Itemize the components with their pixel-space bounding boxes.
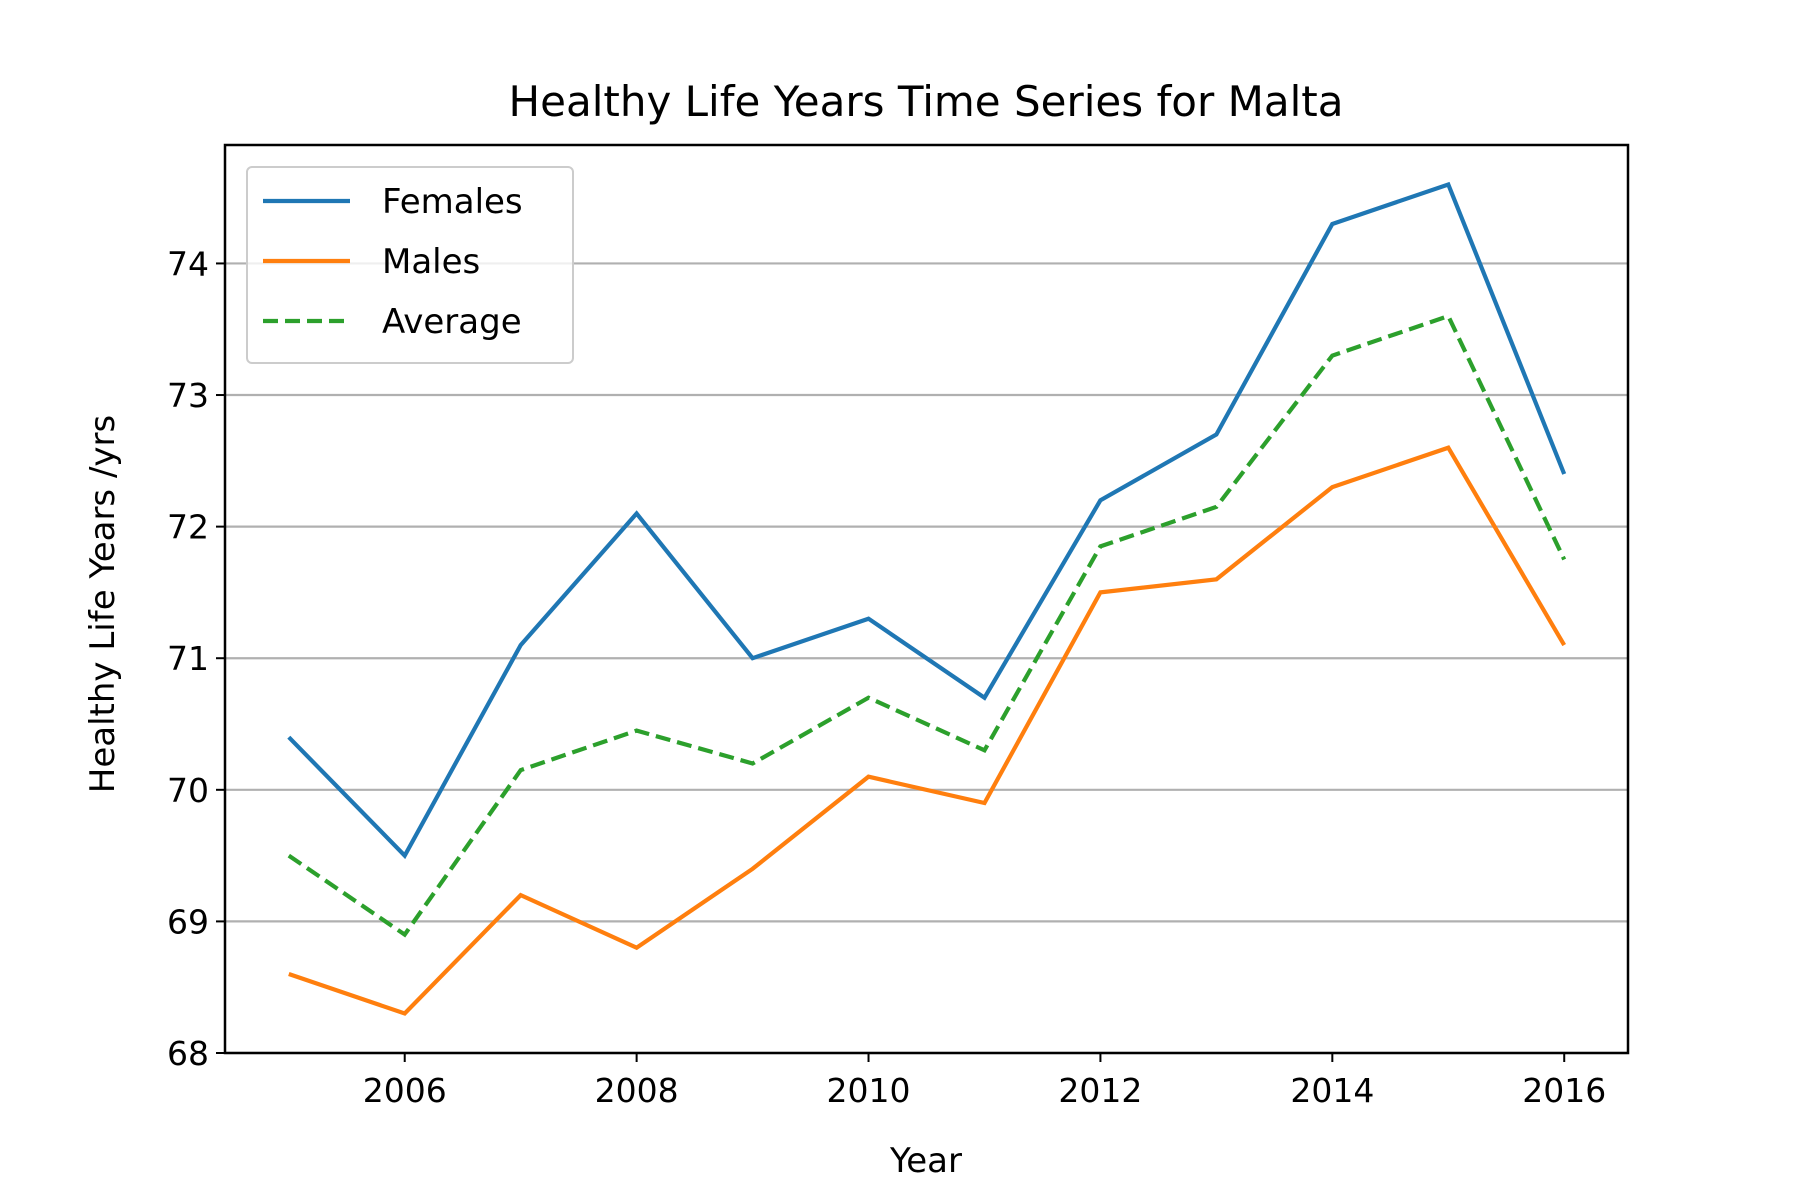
y-tick-label: 68 bbox=[167, 1034, 209, 1073]
x-tick-label: 2006 bbox=[363, 1071, 447, 1110]
series-line-average bbox=[287, 313, 1567, 938]
x-tick-label: 2008 bbox=[595, 1071, 679, 1110]
x-tick-label: 2016 bbox=[1522, 1071, 1606, 1110]
y-tick-label: 72 bbox=[167, 508, 209, 547]
y-tick-label: 69 bbox=[167, 902, 209, 941]
x-tick-label: 2012 bbox=[1058, 1071, 1142, 1110]
y-tick-label: 73 bbox=[167, 376, 209, 415]
legend-label-females: Females bbox=[382, 182, 523, 222]
series-line-females bbox=[287, 181, 1567, 860]
y-axis-label: Healthy Life Years /yrs bbox=[83, 415, 123, 793]
y-tick-label: 74 bbox=[167, 244, 209, 283]
legend-label-average: Average bbox=[382, 302, 522, 342]
legend-box bbox=[246, 166, 574, 364]
x-axis-label: Year bbox=[889, 1141, 962, 1181]
chart-title: Healthy Life Years Time Series for Malta bbox=[509, 77, 1344, 126]
plot-frame bbox=[223, 143, 1630, 1055]
axis-ticks: 68 69 70 71 72 73 74 2006 2008 2010 2012 2014 2016 bbox=[167, 244, 1606, 1110]
series-line-males bbox=[288, 445, 1567, 1016]
y-tick-label: 71 bbox=[167, 639, 209, 678]
y-tick-label: 70 bbox=[167, 771, 209, 810]
x-tick-label: 2010 bbox=[827, 1071, 911, 1110]
legend: Females Males Average bbox=[246, 166, 574, 364]
legend-label-males: Males bbox=[382, 242, 480, 282]
series-lines bbox=[287, 181, 1567, 1016]
x-tick-label: 2014 bbox=[1290, 1071, 1374, 1110]
